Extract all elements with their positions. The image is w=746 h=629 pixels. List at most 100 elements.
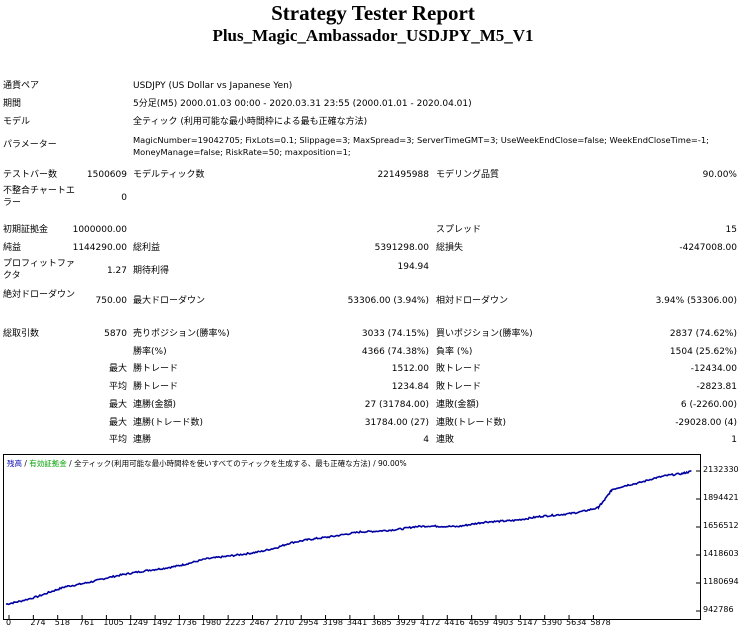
legend-quality: 90.00% (378, 459, 407, 468)
ticks-value: 221495988 (377, 170, 429, 180)
legend-sep-1: / (22, 459, 30, 468)
x-tick-label: 4903 (493, 618, 514, 627)
short-label: 売りポジション(勝率%) (133, 329, 230, 339)
mismatch-value: 0 (121, 193, 127, 203)
bars-label: テストバー数 (3, 170, 58, 180)
balance-chart: 残高 / 有効証拠金 / 全ティック(利用可能な最小時間枠を使いすべてのティック… (0, 452, 746, 629)
loss-rate-value: 1504 (25.62%) (669, 347, 737, 357)
avg-consec-wins-label: 連勝 (133, 435, 152, 445)
max-consec-wins-value: 27 (31784.00) (364, 400, 429, 410)
largest-prefix: 最大 (108, 364, 127, 374)
legend-sep-2: / (66, 459, 75, 468)
x-tick-label: 2710 (273, 618, 295, 627)
x-tick-label: 1005 (103, 618, 124, 627)
ticks-label: モデルティック数 (133, 170, 205, 180)
short-value: 3033 (74.15%) (361, 329, 429, 339)
model-label: モデル (3, 117, 31, 127)
total-trades-value: 5870 (104, 329, 127, 339)
long-value: 2837 (74.62%) (669, 329, 737, 339)
net-label: 純益 (3, 243, 22, 253)
y-tick-label: 1894421 (703, 493, 739, 502)
total-trades-label: 総取引数 (3, 329, 40, 339)
parameters-value: MagicNumber=19042705; FixLots=0.1; Slipp… (133, 135, 709, 157)
report-subtitle: Plus_Magic_Ambassador_USDJPY_M5_V1 (212, 26, 534, 45)
symbol-value: USDJPY (US Dollar vs Japanese Yen) (133, 81, 293, 91)
gross-profit-value: 5391298.00 (374, 243, 429, 253)
deposit-value: 1000000.00 (72, 225, 127, 235)
expected-value: 194.94 (397, 262, 430, 272)
abs-dd-value: 750.00 (95, 296, 128, 306)
avg-win-label: 勝トレード (133, 382, 179, 392)
long-label: 買いポジション(勝率%) (436, 329, 533, 339)
avg-loss-value: -2823.81 (696, 382, 737, 392)
legend-equity: 有効証拠金 (29, 459, 67, 468)
pf-value: 1.27 (106, 266, 127, 276)
x-tick-label: 5147 (517, 618, 538, 627)
abs-dd-label: 絶対ドローダウン (3, 290, 76, 300)
pf-label: プロフィットファクタ (3, 259, 75, 281)
balance-line (5, 470, 692, 606)
gross-loss-label: 総損失 (436, 243, 464, 253)
x-tick-label: 1736 (176, 618, 197, 627)
rel-dd-value: 3.94% (53306.00) (655, 296, 737, 306)
x-tick-label: 5634 (566, 618, 587, 627)
x-tick-label: 3441 (346, 618, 368, 627)
win-rate-value: 4366 (74.38%) (361, 347, 429, 357)
chart-plot-area: 残高 / 有効証拠金 / 全ティック(利用可能な最小時間枠を使いすべてのティック… (3, 454, 701, 620)
expected-label: 期待利得 (133, 266, 170, 276)
x-tick-label: 518 (54, 618, 70, 627)
x-tick-label: 3685 (371, 618, 392, 627)
x-tick-label: 761 (79, 618, 95, 627)
model-value: 全ティック (利用可能な最小時間枠による最も正確な方法) (133, 117, 368, 127)
period-label: 期間 (3, 99, 22, 109)
largest-loss-value: -12434.00 (690, 364, 737, 374)
largest-win-label: 勝トレード (133, 364, 179, 374)
max-consec-loss-value: -29028.00 (4) (675, 418, 737, 428)
x-tick-label: 1492 (152, 618, 173, 627)
x-tick-label: 5390 (541, 618, 563, 627)
legend-sep-3: / (370, 459, 379, 468)
gross-profit-label: 総利益 (133, 243, 161, 253)
x-tick-label: 2954 (298, 618, 319, 627)
y-tick-label: 2132330 (703, 465, 739, 474)
quality-label: モデリング品質 (436, 170, 500, 180)
x-tick-label: 0 (6, 618, 12, 627)
max-consec-profit-value: 31784.00 (27) (364, 418, 429, 428)
chart-legend: 残高 / 有効証拠金 / 全ティック(利用可能な最小時間枠を使いすべてのティック… (7, 458, 407, 469)
spread-value: 15 (725, 225, 737, 235)
net-value: 1144290.00 (72, 243, 127, 253)
max-consec-losses-value: 6 (-2260.00) (680, 400, 737, 410)
x-tick-label: 1249 (127, 618, 149, 627)
max-dd-value: 53306.00 (3.94%) (347, 296, 429, 306)
max-consec-wins-label: 連勝(金額) (133, 400, 177, 410)
gross-loss-value: -4247008.00 (679, 243, 737, 253)
win-rate-label: 勝率(%) (133, 347, 167, 357)
avg-consec-losses-value: 1 (731, 435, 737, 445)
max-consec-profit-label: 連勝(トレード数) (133, 418, 204, 428)
max-consec-prefix: 最大 (108, 400, 127, 410)
max-consec-loss-label: 連敗(トレード数) (436, 418, 507, 428)
x-tick-label: 3198 (322, 618, 343, 627)
y-tick-label: 942786 (703, 605, 734, 614)
y-tick-label: 1180694 (703, 577, 739, 586)
bars-value: 1500609 (86, 170, 127, 180)
x-tick-label: 274 (30, 618, 46, 627)
report-title: Strategy Tester Report (271, 1, 475, 25)
x-tick-label: 3929 (395, 618, 416, 627)
rel-dd-label: 相対ドローダウン (436, 296, 509, 306)
symbol-label: 通貨ペア (3, 81, 40, 91)
spread-label: スプレッド (436, 225, 482, 235)
x-tick-label: 2467 (249, 618, 270, 627)
avg-consec-prefix: 平均 (108, 435, 127, 445)
deposit-label: 初期証拠金 (3, 225, 49, 235)
period-value: 5分足(M5) 2000.01.03 00:00 - 2020.03.31 23… (133, 99, 472, 109)
avg-loss-label: 敗トレード (436, 382, 482, 392)
y-tick-label: 1418603 (703, 549, 739, 558)
x-tick-label: 5878 (590, 618, 611, 627)
x-tick-label: 1980 (200, 618, 222, 627)
max-dd-label: 最大ドローダウン (133, 296, 206, 306)
avg-consec-wins-value: 4 (423, 435, 429, 445)
quality-value: 90.00% (702, 170, 737, 180)
largest-win-value: 1512.00 (391, 364, 429, 374)
x-tick-label: 4172 (419, 618, 441, 627)
